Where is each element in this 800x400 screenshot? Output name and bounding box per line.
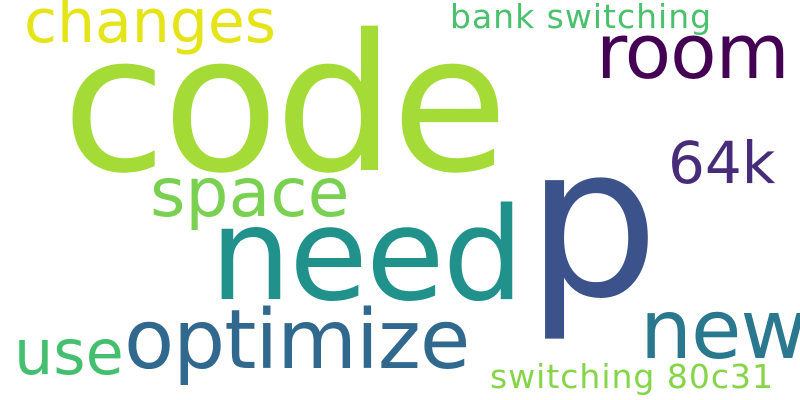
word-code: code	[62, 0, 508, 215]
word-switching-80c31: switching 80c31	[490, 357, 774, 396]
word-room: room	[596, 7, 790, 96]
word-optimize: optimize	[124, 293, 470, 388]
word-p: p	[526, 100, 660, 345]
word-64k: 64k	[668, 129, 776, 197]
word-bank-switching: bank switching	[450, 0, 713, 36]
word-space: space	[150, 154, 350, 233]
word-use: use	[14, 316, 124, 389]
word-new: new	[640, 283, 800, 378]
word-changes: changes	[24, 0, 277, 57]
word-need: need	[210, 181, 524, 330]
